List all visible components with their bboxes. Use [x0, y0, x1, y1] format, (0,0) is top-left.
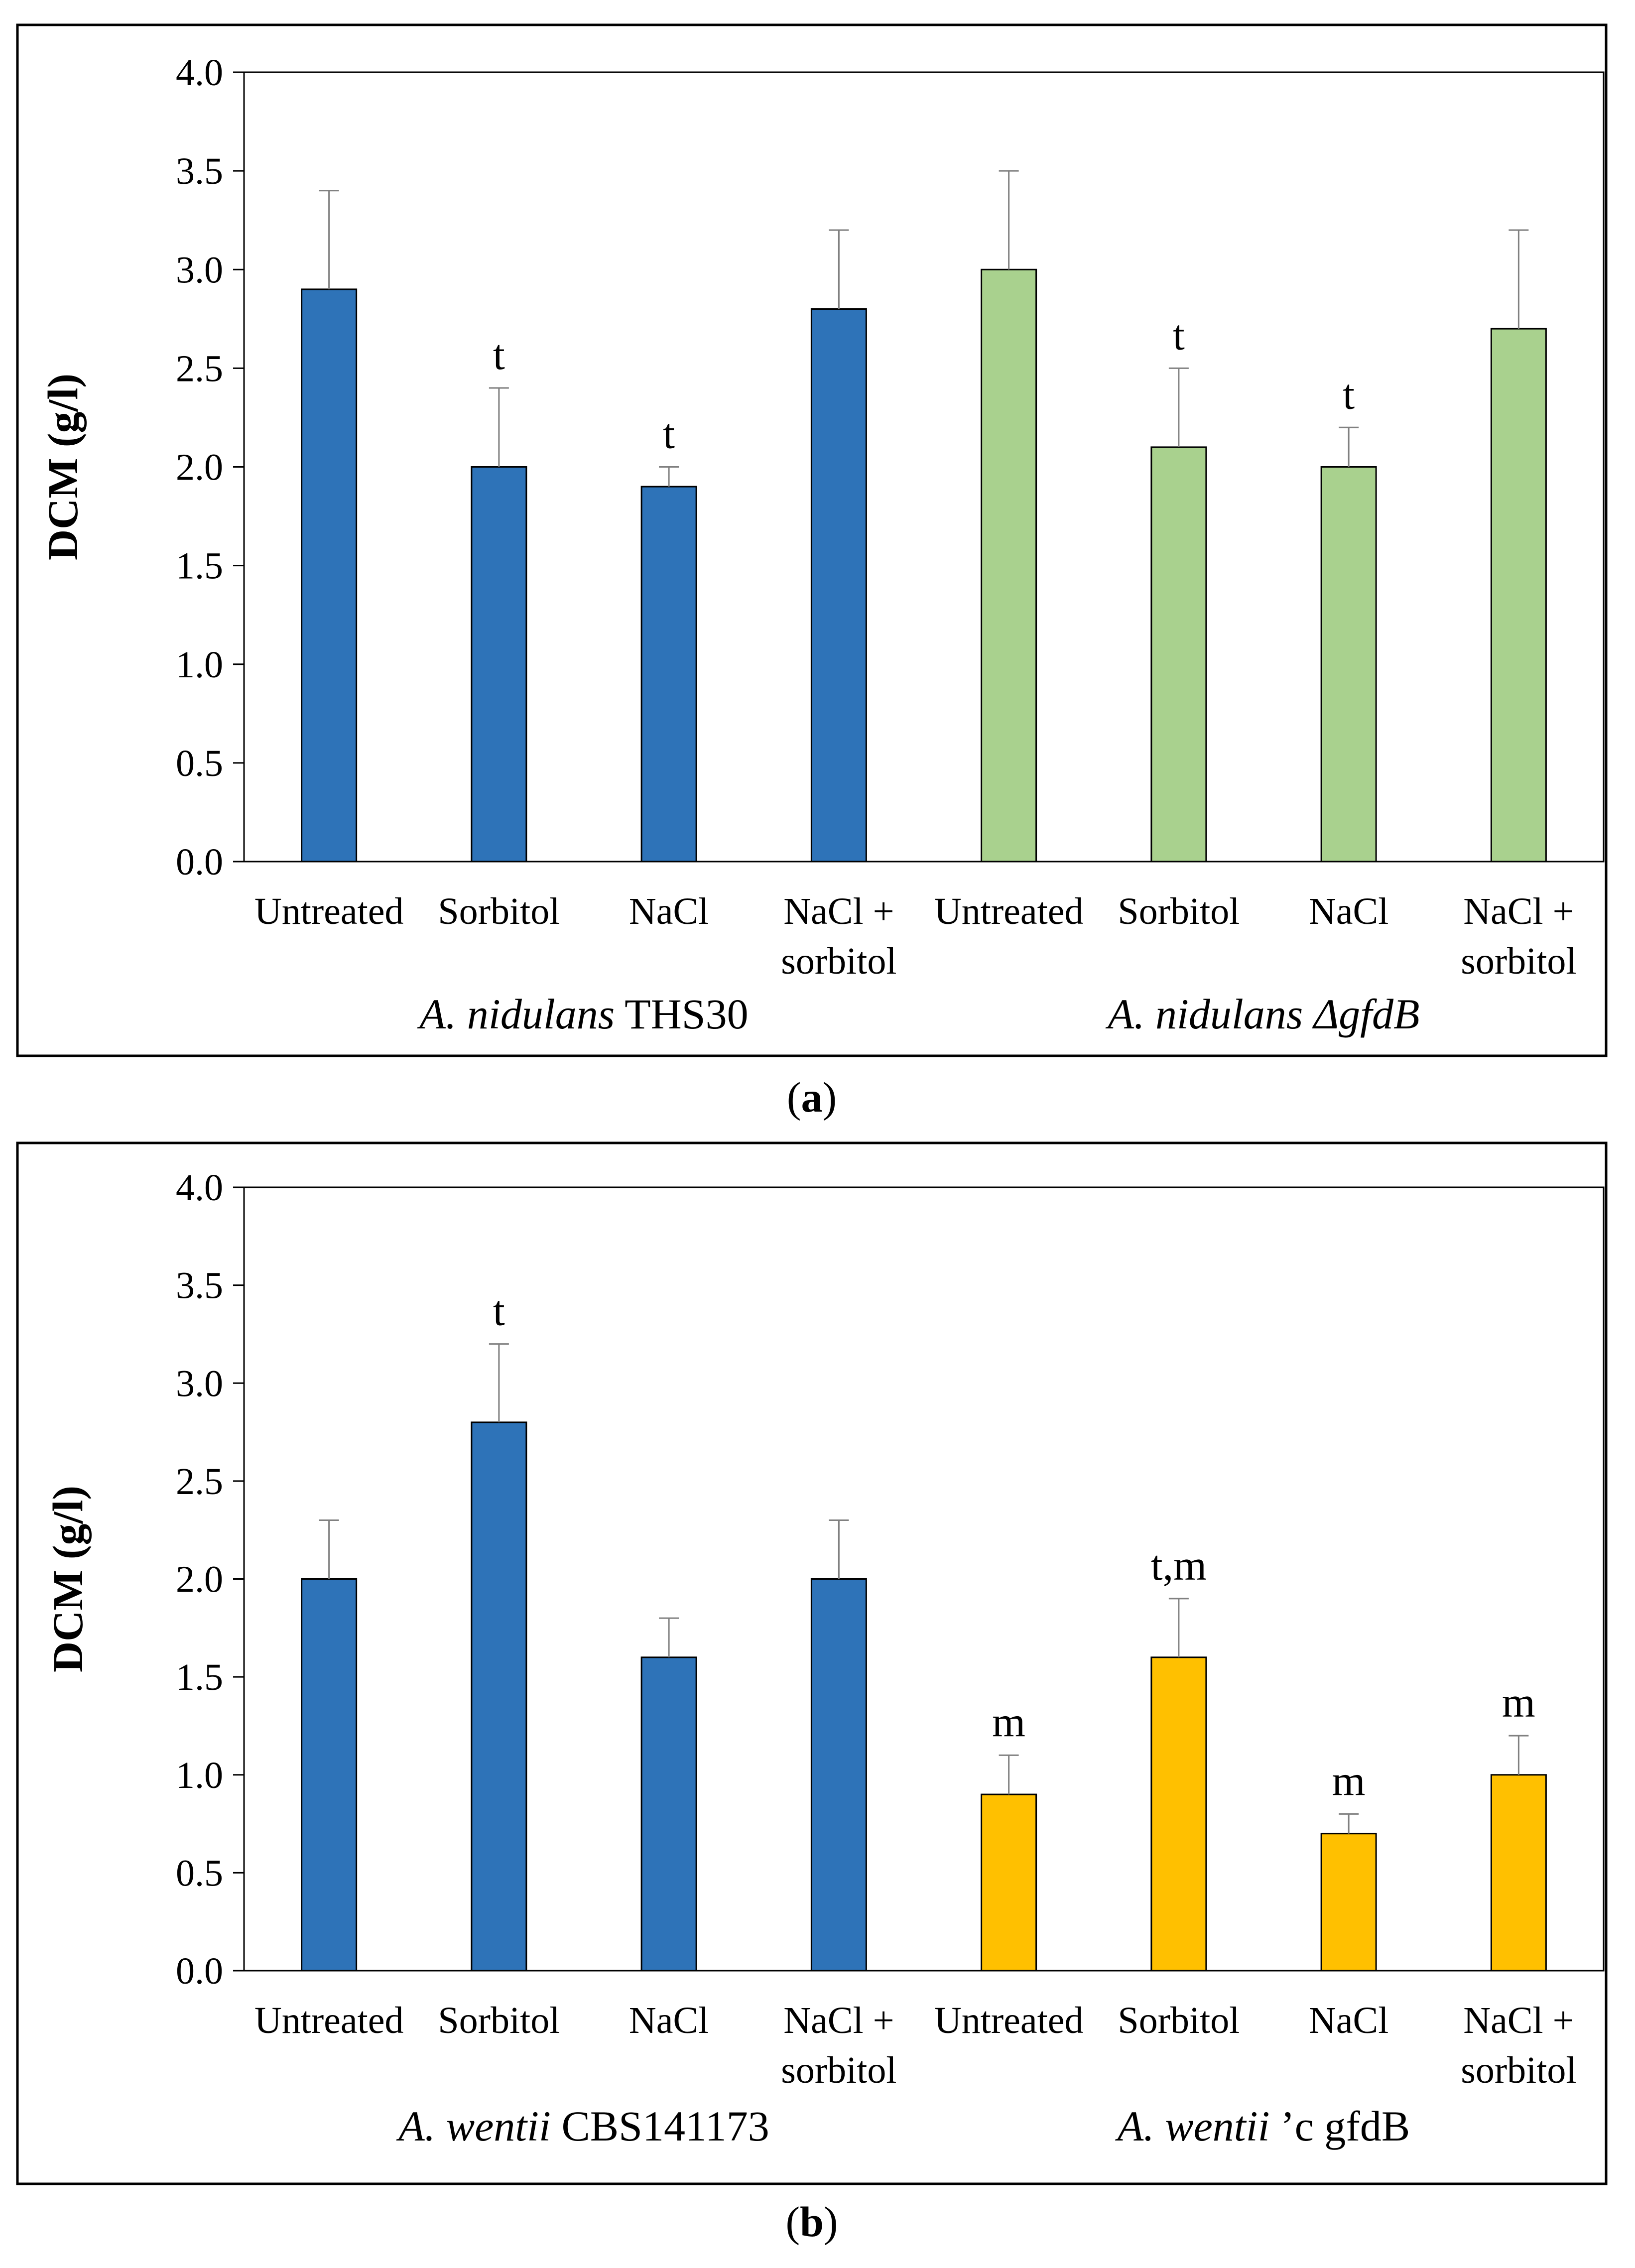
bar — [1320, 1833, 1377, 1972]
bar — [471, 466, 527, 863]
bar — [810, 308, 867, 863]
group-label-italic: A. nidulans ΔgfdB — [1105, 990, 1419, 1038]
panel-frame — [16, 23, 1608, 1057]
y-tick-label: 2.0 — [176, 447, 223, 489]
y-tick-label: 1.0 — [176, 1755, 223, 1796]
panel-label: (a) — [787, 1073, 837, 1121]
significance-label: t — [663, 410, 675, 458]
bar — [981, 268, 1037, 863]
group-label-italic: A. wentii — [1115, 2102, 1270, 2150]
bar — [1490, 328, 1547, 863]
y-tick-label: 3.0 — [176, 1363, 223, 1404]
group-label: A. nidulans ΔgfdB — [1105, 990, 1419, 1038]
bar — [1320, 466, 1377, 863]
significance-label: m — [992, 1698, 1025, 1746]
group-label-strain: CBS141173 — [551, 2102, 769, 2150]
category-label: Untreated — [934, 2000, 1084, 2041]
group-label-strain: THS30 — [615, 990, 748, 1038]
y-axis-label: DCM (g/l) — [44, 1486, 92, 1672]
category-label: NaCl + — [1463, 2000, 1574, 2041]
bar — [1150, 446, 1207, 863]
category-label: sorbitol — [1461, 2049, 1576, 2091]
panel-label: (b) — [785, 2198, 838, 2246]
panel-label-paren: ) — [823, 1073, 837, 1121]
bar — [301, 1578, 358, 1972]
y-tick-label: 0.5 — [176, 1852, 223, 1894]
significance-label: m — [1502, 1678, 1535, 1726]
group-label: A. wentii ’c gfdB — [1115, 2102, 1410, 2150]
y-tick-label: 2.0 — [176, 1559, 223, 1601]
category-label: NaCl — [629, 890, 709, 932]
category-label: Untreated — [934, 890, 1084, 932]
group-label-strain: ’c gfdB — [1269, 2102, 1410, 2150]
category-label: NaCl — [1309, 2000, 1388, 2041]
category-label: Sorbitol — [1118, 2000, 1240, 2041]
category-label: sorbitol — [1461, 940, 1576, 982]
bar — [1150, 1656, 1207, 1972]
y-tick-label: 3.0 — [176, 249, 223, 291]
category-label: sorbitol — [781, 940, 896, 982]
category-label: Sorbitol — [438, 890, 560, 932]
bar — [471, 1421, 527, 1972]
significance-label: t — [1173, 311, 1185, 359]
chart-panel-b: 0.0 0.5 1.0 1.5 2.0 2.5 3.0 3.5 4.0 DCM (g/l) Untr… — [16, 1141, 1608, 2185]
group-label: A. nidulans THS30 — [417, 990, 748, 1038]
y-tick-label: 3.5 — [176, 1265, 223, 1307]
category-label: NaCl — [1309, 890, 1388, 932]
bar — [301, 288, 358, 863]
category-label: Untreated — [254, 2000, 404, 2041]
y-tick-label: 0.0 — [176, 841, 223, 883]
group-label-italic: A. wentii — [396, 2102, 551, 2150]
significance-label: t — [493, 1287, 505, 1335]
y-tick-label: 0.5 — [176, 743, 223, 784]
category-label: Sorbitol — [438, 2000, 560, 2041]
group-label: A. wentii CBS141173 — [396, 2102, 769, 2150]
significance-label: t — [1343, 370, 1355, 418]
category-label: NaCl + — [783, 2000, 894, 2041]
y-tick-label: 1.5 — [176, 545, 223, 587]
y-tick-label: 4.0 — [176, 52, 223, 94]
y-axis-label: DCM (g/l) — [39, 374, 87, 560]
y-tick-label: 1.0 — [176, 644, 223, 686]
category-label: sorbitol — [781, 2049, 896, 2091]
y-tick-label: 2.5 — [176, 1461, 223, 1503]
bar — [640, 486, 697, 863]
category-label: NaCl + — [1463, 890, 1574, 932]
panel-label-paren: ( — [787, 1073, 801, 1121]
bar — [640, 1656, 697, 1972]
y-tick-label: 0.0 — [176, 1950, 223, 1992]
bar — [810, 1578, 867, 1972]
bar — [1490, 1774, 1547, 1972]
plot-area-border — [243, 71, 1605, 863]
chart-panel-a: 0.0 0.5 1.0 1.5 2.0 2.5 3.0 3.5 4.0 DCM (g/l) Untr… — [16, 23, 1608, 1057]
significance-label: t,m — [1151, 1541, 1207, 1589]
plot-area-border — [243, 1186, 1605, 1972]
significance-label: t — [493, 331, 505, 378]
category-label: Untreated — [254, 890, 404, 932]
y-tick-label: 2.5 — [176, 348, 223, 389]
panel-label-letter: b — [800, 2198, 824, 2246]
significance-label: m — [1332, 1757, 1366, 1804]
panel-label-letter: a — [801, 1073, 823, 1121]
panel-label-paren: ) — [824, 2198, 838, 2246]
panel-label-paren: ( — [785, 2198, 800, 2246]
category-label: NaCl + — [783, 890, 894, 932]
y-tick-label: 3.5 — [176, 150, 223, 192]
group-label-italic: A. nidulans — [417, 990, 615, 1038]
category-label: NaCl — [629, 2000, 709, 2041]
y-tick-label: 1.5 — [176, 1656, 223, 1698]
panel-frame — [16, 1141, 1608, 2185]
y-tick-label: 4.0 — [176, 1167, 223, 1209]
bar — [981, 1793, 1037, 1972]
category-label: Sorbitol — [1118, 890, 1240, 932]
